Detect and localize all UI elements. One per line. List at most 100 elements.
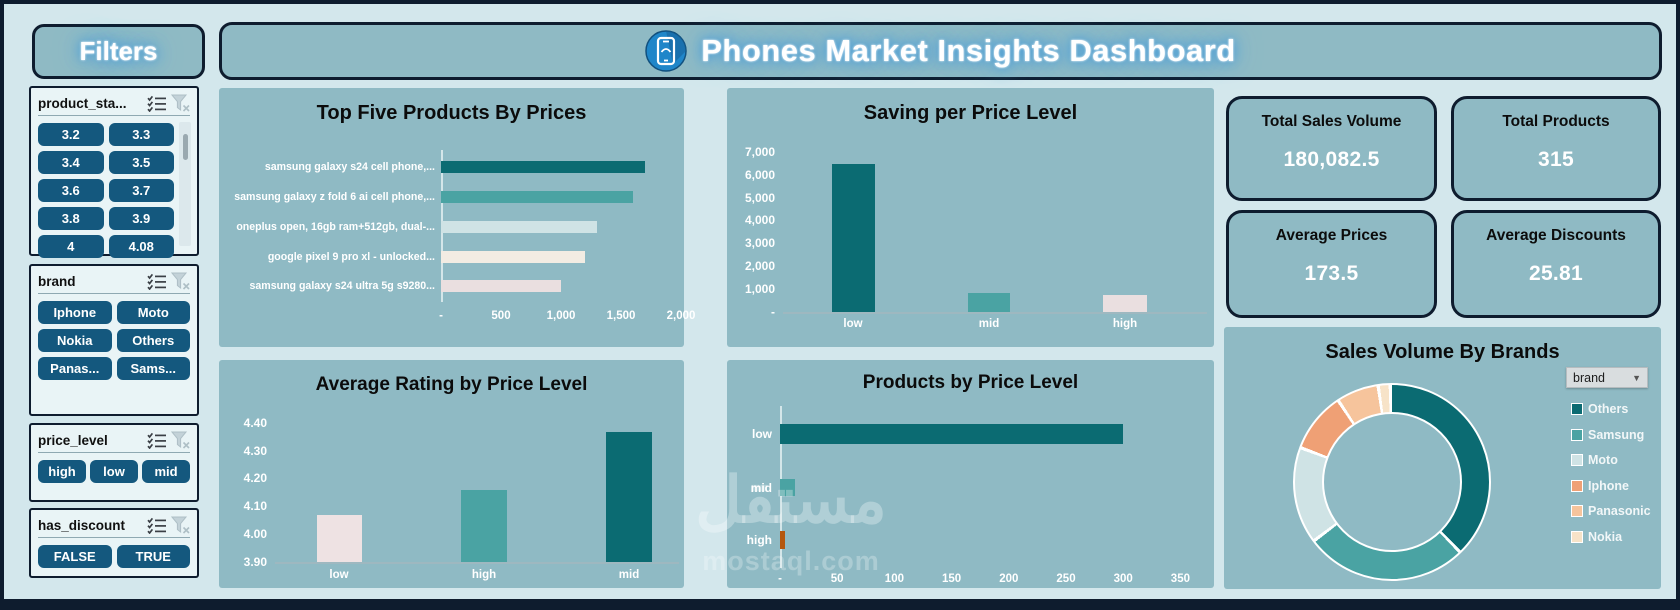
- bar-low: [780, 424, 1123, 444]
- clear-filter-icon[interactable]: [171, 431, 190, 449]
- bar-mid: [780, 479, 795, 496]
- y-axis-tick: 5,000: [744, 190, 775, 205]
- kpi-average-prices: Average Prices 173.5: [1226, 210, 1437, 318]
- multi-select-icon[interactable]: [147, 95, 167, 112]
- kpi-average-discounts: Average Discounts 25.81: [1451, 210, 1661, 318]
- chart-saving-per-price-level: Saving per Price Level 7,000 6,000 5,000 4,…: [727, 88, 1214, 347]
- bar-high: [1103, 295, 1147, 312]
- slicer-button-true[interactable]: TRUE: [116, 545, 190, 568]
- legend-label: Iphone: [1588, 478, 1629, 493]
- kpi-value: 180,082.5: [1283, 148, 1380, 171]
- y-axis-tick: 4,000: [744, 213, 775, 228]
- clear-filter-icon[interactable]: [171, 94, 190, 112]
- chart-title: Products by Price Level: [862, 372, 1079, 393]
- axis-line: [275, 562, 679, 564]
- legend-item-samsung: Samsung: [1571, 428, 1644, 442]
- y-axis-tick: 4.40: [243, 416, 267, 430]
- slicer-button-false[interactable]: FALSE: [38, 545, 112, 568]
- slicer-button-nokia[interactable]: Nokia: [38, 329, 112, 352]
- slicer-button-moto[interactable]: Moto: [116, 301, 190, 324]
- legend-dropdown-label: brand: [1573, 370, 1605, 385]
- x-axis-tick: 1,000: [546, 310, 576, 322]
- kpi-total-products: Total Products 315: [1451, 96, 1661, 201]
- slicer-button-panas-[interactable]: Panas...: [38, 357, 112, 380]
- bar-category-label: samsung galaxy z fold 6 ai cell phone,..…: [234, 191, 435, 203]
- donut-chart: [1293, 383, 1491, 581]
- slicer-has-discount: has_discount FALSE TRUE: [29, 508, 199, 578]
- x-axis-tick: 300: [1113, 573, 1133, 585]
- bar-category-label: samsung galaxy s24 cell phone,...: [264, 161, 435, 173]
- clear-filter-icon[interactable]: [171, 516, 190, 534]
- slicer-button-others[interactable]: Others: [116, 329, 190, 352]
- slicer-price-level-label: price_level: [38, 432, 108, 448]
- bar-oneplus: [441, 221, 597, 233]
- kpi-title: Average Discounts: [1486, 227, 1626, 244]
- slicer-button-4-08[interactable]: 4.08: [108, 235, 174, 258]
- kpi-value: 25.81: [1528, 262, 1584, 285]
- bar-samsung: [441, 280, 561, 292]
- slicer-button-3-5[interactable]: 3.5: [108, 151, 174, 174]
- slicer-button-4[interactable]: 4: [38, 235, 104, 258]
- bar-google: [441, 251, 585, 263]
- kpi-title: Total Sales Volume: [1261, 113, 1402, 130]
- slicer-button-low[interactable]: low: [90, 460, 138, 483]
- multi-select-icon[interactable]: [147, 517, 167, 534]
- slicer-button-3-2[interactable]: 3.2: [38, 123, 104, 146]
- kpi-value: 315: [1538, 148, 1574, 171]
- chart-average-rating: Average Rating by Price Level 4.40 4.30 4.…: [219, 360, 684, 588]
- slicer-button-high[interactable]: high: [38, 460, 86, 483]
- chart-title: Top Five Products By Prices: [316, 102, 587, 124]
- x-axis-tick: -: [439, 310, 443, 322]
- chart-title: Sales Volume By Brands: [1325, 341, 1560, 363]
- slicer-button-3-7[interactable]: 3.7: [108, 179, 174, 202]
- chart-sales-volume-by-brands: Sales Volume By Brands brand ▼ Others Sam…: [1224, 327, 1661, 589]
- x-category-label: high: [1112, 318, 1138, 330]
- x-axis-tick: 2,000: [666, 310, 696, 322]
- kpi-title: Total Products: [1502, 113, 1610, 130]
- x-axis-tick: 500: [491, 310, 511, 322]
- legend-item-panasonic: Panasonic: [1571, 504, 1651, 518]
- slicer-product-stars: product_sta... 3.2 3.3 3.4 3.5 3.6 3.7 3.8 3.9 4…: [29, 86, 199, 258]
- slicer-button-3-9[interactable]: 3.9: [108, 207, 174, 230]
- x-axis-tick: 1,500: [606, 310, 636, 322]
- scrollbar-thumb[interactable]: [182, 134, 188, 160]
- legend-item-moto: Moto: [1571, 453, 1618, 467]
- phone-icon: [645, 30, 687, 72]
- slicer-scrollbar[interactable]: [179, 122, 191, 246]
- slicer-brand: brand Iphone Moto Nokia Others Panas... Sams.…: [29, 264, 199, 416]
- x-axis-tick: 350: [1170, 573, 1190, 585]
- legend-item-iphone: Iphone: [1571, 479, 1629, 493]
- bar-samsung: [441, 191, 633, 203]
- bar-category-label: high: [746, 533, 772, 547]
- legend-swatch: [1571, 531, 1583, 543]
- header-bar: Phones Market Insights Dashboard: [219, 22, 1662, 80]
- slicer-price-level: price_level high low mid: [29, 423, 199, 502]
- kpi-title: Average Prices: [1275, 227, 1388, 244]
- y-axis-tick: 4.30: [243, 443, 267, 458]
- slicer-product-stars-label: product_sta...: [38, 95, 127, 111]
- legend-brand-dropdown[interactable]: brand ▼: [1566, 367, 1648, 388]
- slicer-button-3-4[interactable]: 3.4: [38, 151, 104, 174]
- legend-label: Moto: [1588, 453, 1618, 468]
- slicer-button-3-8[interactable]: 3.8: [38, 207, 104, 230]
- multi-select-icon[interactable]: [147, 273, 167, 290]
- clear-filter-icon[interactable]: [171, 272, 190, 290]
- slicer-has-discount-label: has_discount: [38, 517, 126, 533]
- slicer-button-sams-[interactable]: Sams...: [116, 357, 190, 380]
- bar-category-label: low: [752, 427, 772, 441]
- legend-label: Others: [1588, 402, 1629, 416]
- slicer-button-3-6[interactable]: 3.6: [38, 179, 104, 202]
- x-category-label: mid: [978, 318, 1000, 330]
- slicer-button-3-3[interactable]: 3.3: [108, 123, 174, 146]
- bar-low: [832, 164, 875, 312]
- slicer-button-iphone[interactable]: Iphone: [38, 301, 112, 324]
- legend-label: Nokia: [1588, 530, 1623, 544]
- legend-swatch: [1571, 479, 1583, 492]
- x-axis-tick: 200: [999, 573, 1019, 585]
- x-axis-tick: 150: [942, 573, 962, 585]
- multi-select-icon[interactable]: [147, 432, 167, 449]
- bar-category-label: samsung galaxy s24 ultra 5g s9280...: [249, 280, 436, 292]
- slicer-brand-label: brand: [38, 273, 76, 289]
- slicer-button-mid[interactable]: mid: [142, 460, 190, 483]
